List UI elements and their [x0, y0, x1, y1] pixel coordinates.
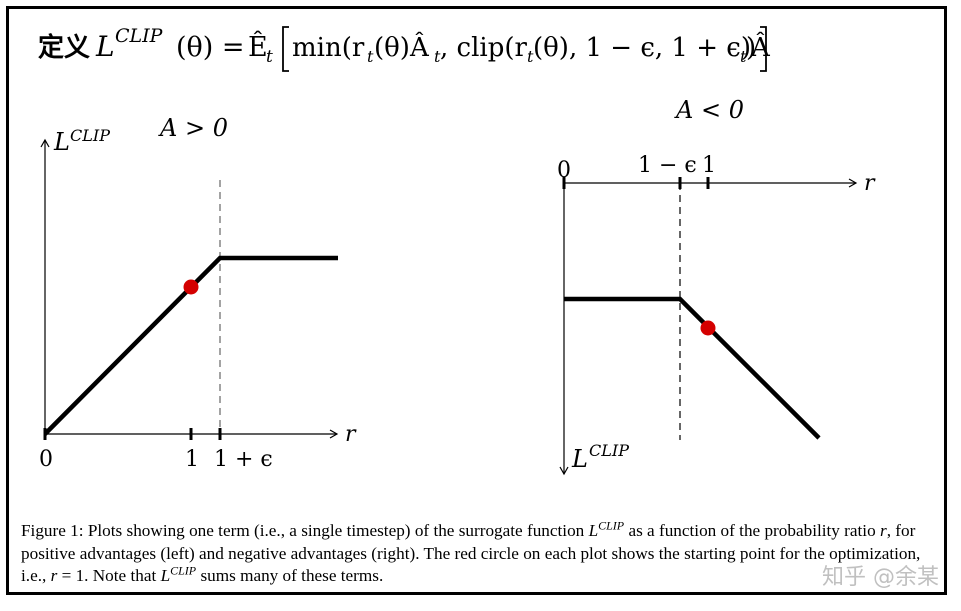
caption-part-5: sums many of these terms.: [196, 566, 384, 585]
left-x-arrow-icon: [329, 429, 339, 439]
left-plot: A > 0 L CLIP r 0 1 1 + ϵ: [39, 114, 357, 472]
formula: 定义 L CLIP (θ) = Ê t min(r t (θ)Â t , cli…: [38, 25, 771, 72]
caption-lclip: L: [588, 521, 599, 540]
right-plot-title: A < 0: [674, 96, 744, 124]
formula-body-2: (θ)Â: [374, 31, 430, 63]
right-x-arrow-icon: [848, 178, 858, 188]
left-tick-label-1eps: 1 + ϵ: [214, 447, 273, 472]
formula-left-bracket: [282, 26, 289, 72]
caption-part-1: Figure 1: Plots showing one term (i.e., …: [21, 521, 589, 540]
formula-lhs-sup: CLIP: [115, 25, 164, 47]
formula-body-1: min(r: [292, 33, 365, 63]
caption-part-3: , for positive advantages (left) and neg…: [21, 521, 921, 585]
formula-prefix: 定义: [38, 32, 90, 63]
caption-part-4: = 1. Note that: [57, 566, 161, 585]
right-y-label-sup: CLIP: [589, 441, 629, 460]
right-x-label: r: [864, 171, 876, 196]
left-series-line: [43, 255, 338, 436]
caption-lclip-sup: CLIP: [598, 518, 625, 533]
formula-right-bracket: [760, 26, 767, 72]
left-y-label: L: [53, 128, 70, 156]
formula-sub-t-3: t: [527, 47, 534, 66]
left-y-label-sup: CLIP: [70, 126, 110, 145]
figure-caption: Figure 1: Plots showing one term (i.e., …: [21, 518, 936, 588]
caption-lclip-2: L: [160, 566, 171, 585]
left-tick-label-1: 1: [185, 447, 199, 472]
left-start-marker: [183, 279, 199, 295]
right-series-line: [564, 296, 821, 440]
formula-lhs: L: [95, 30, 115, 63]
left-y-arrow-icon: [40, 138, 50, 148]
caption-part-2: as a function of the probability ratio: [624, 521, 880, 540]
caption-lclip-2-sup: CLIP: [170, 563, 197, 578]
right-y-label: L: [571, 445, 588, 473]
formula-expectation: Ê: [248, 30, 268, 63]
right-tick-label-1: 1: [702, 153, 716, 178]
caption-r-2: r: [50, 566, 58, 585]
right-y-arrow-icon: [559, 466, 569, 476]
right-start-marker: [700, 320, 716, 336]
right-tick-label-0: 0: [557, 158, 571, 183]
formula-lhs-arg: (θ) =: [176, 32, 245, 63]
right-tick-label-1meps: 1 − ϵ: [638, 153, 697, 178]
formula-sub-t-4: t: [740, 47, 747, 66]
caption-r: r: [879, 521, 887, 540]
left-tick-label-0: 0: [39, 447, 53, 472]
figure-frame: [6, 6, 947, 595]
formula-sub-t-2: t: [434, 47, 441, 66]
watermark: 知乎 @余某: [822, 565, 939, 590]
formula-body-3: , clip(r: [440, 33, 528, 63]
left-plot-title: A > 0: [158, 114, 228, 142]
formula-body-4: (θ), 1 − ϵ, 1 + ϵ)Â: [533, 31, 771, 63]
left-x-label: r: [345, 422, 357, 447]
right-plot: A < 0 r L CLIP 0 1 − ϵ 1: [557, 96, 876, 476]
formula-expectation-sub: t: [266, 47, 273, 67]
formula-sub-t-1: t: [367, 47, 374, 66]
formula-body-5: ): [746, 33, 756, 63]
